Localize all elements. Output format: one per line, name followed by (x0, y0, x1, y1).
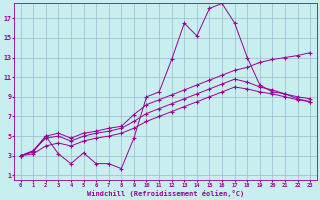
X-axis label: Windchill (Refroidissement éolien,°C): Windchill (Refroidissement éolien,°C) (87, 190, 244, 197)
